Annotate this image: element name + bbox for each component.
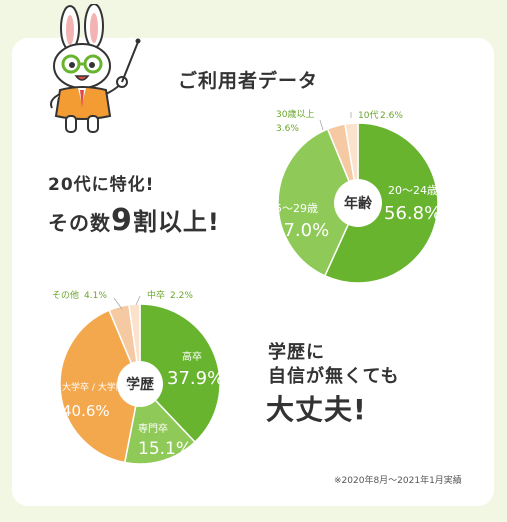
age-label-10s: 10代	[358, 110, 378, 121]
edu-label-middle: 中卒	[147, 289, 165, 301]
age-value-20-24: 56.8%	[384, 203, 441, 224]
age-slice-1	[277, 128, 359, 277]
footnote: ※2020年8月〜2021年1月実績	[334, 476, 462, 486]
tagline-suffix: 割以上!	[132, 208, 220, 236]
edu-slice-2	[59, 309, 141, 464]
age-center-hole	[334, 179, 382, 227]
edu-value-vocational: 15.1%	[138, 439, 192, 459]
age-label-20-24: 20〜24歳	[388, 184, 438, 197]
tagline-prefix: その数	[48, 211, 111, 235]
edu-label-vocational: 専門卒	[138, 422, 168, 435]
edu-label-high: 高卒	[182, 350, 202, 363]
age-value-30plus: 3.6%	[276, 124, 299, 134]
edu-center-hole	[117, 361, 163, 407]
edu-value-middle: 2.2%	[170, 291, 193, 301]
education-pie-chart: 学歴 その他 4.1% 中卒 2.2% 高卒 37.9% 専門卒 15.1% 大…	[52, 289, 224, 465]
age-value-10s: 2.6%	[380, 111, 403, 121]
message-block: 学歴に 自信が無くても	[268, 341, 400, 389]
age-label-30plus: 30歳以上	[276, 108, 314, 120]
edu-value-other: 4.1%	[84, 291, 107, 301]
edu-label-university-text: 大学卒 / 大学院卒	[62, 381, 134, 393]
tagline-number: 9	[111, 203, 133, 238]
age-center-label: 年齢	[344, 195, 373, 212]
edu-value-university: 40.6%	[62, 402, 110, 420]
rabbit-mascot-icon	[50, 4, 141, 133]
age-label-25-29: 25〜29歳	[268, 202, 318, 215]
message-line3: 大丈夫!	[266, 393, 367, 426]
tagline-line2: その数9割以上!	[48, 202, 220, 238]
edu-slice-0	[139, 303, 221, 444]
page-title: ご利用者データ	[178, 70, 319, 92]
tagline-line1: 20代に特化!	[48, 175, 155, 195]
edu-center-label: 学歴	[126, 376, 154, 393]
edu-label-other: その他	[52, 289, 79, 301]
message-line1: 学歴に	[268, 342, 325, 363]
age-value-25-29: 37.0%	[272, 220, 329, 241]
edu-label-university: 大学卒 / 大学院卒	[62, 381, 134, 393]
age-pie-chart: 年齢 30歳以上 3.6% 10代 2.6% 20〜24歳 56.8% 25〜2…	[268, 108, 441, 284]
edu-value-high: 37.9%	[167, 368, 224, 389]
message-line2: 自信が無くても	[268, 366, 400, 387]
